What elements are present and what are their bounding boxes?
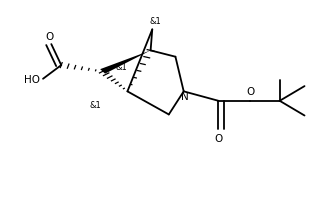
Text: N: N xyxy=(181,92,189,102)
Text: O: O xyxy=(46,32,54,42)
Text: &1: &1 xyxy=(116,63,127,72)
Text: HO: HO xyxy=(24,75,40,85)
Text: O: O xyxy=(247,87,255,97)
Text: O: O xyxy=(214,134,222,144)
Text: &1: &1 xyxy=(89,101,101,110)
Polygon shape xyxy=(100,50,151,74)
Text: &1: &1 xyxy=(150,17,162,26)
